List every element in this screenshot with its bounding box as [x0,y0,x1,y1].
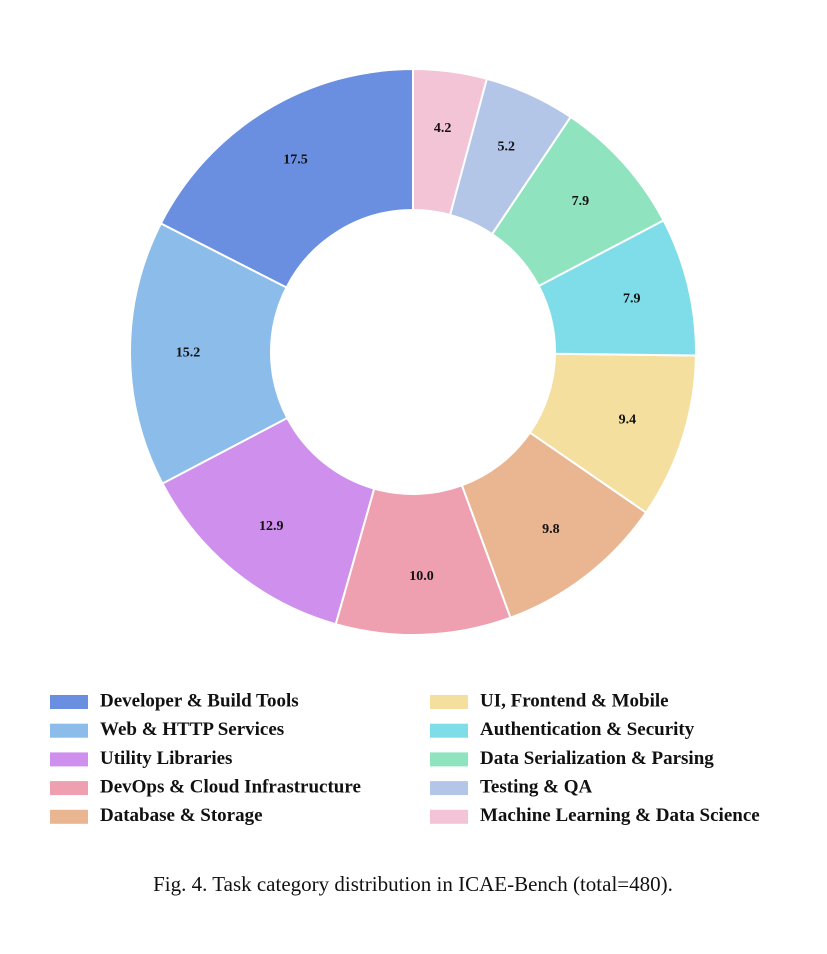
legend-label: Authentication & Security [480,719,695,740]
legend-swatch [50,695,88,709]
legend-swatch [50,781,88,796]
value-label: 9.4 [619,412,637,427]
value-label: 10.0 [409,569,434,584]
slice [412,67,489,217]
slice [159,67,414,289]
legend-label: Utility Libraries [100,748,232,769]
value-label: 9.8 [542,522,560,537]
legend-swatch [430,695,468,709]
legend-label: Data Serialization & Parsing [480,748,714,769]
slice [161,416,376,626]
value-label: 17.5 [283,152,308,167]
legend-label: Testing & QA [480,776,593,797]
legend-label: Developer & Build Tools [100,690,299,711]
legend-swatch [430,752,468,767]
value-label: 5.2 [497,139,515,154]
legend-label: DevOps & Cloud Infrastructure [100,776,361,797]
legend-label: Web & HTTP Services [100,719,284,740]
legend-swatch [50,752,88,767]
legend-swatch [50,723,88,738]
value-label: 7.9 [572,194,590,209]
legend-label: Database & Storage [100,805,263,826]
legend-swatch [50,809,88,824]
slice [129,222,289,485]
legend-swatch [430,723,468,738]
value-label: 12.9 [259,519,284,534]
caption: Fig. 4. Task category distribution in IC… [153,872,673,896]
value-label: 4.2 [434,121,452,136]
value-label: 7.9 [623,292,641,307]
value-label: 15.2 [176,346,201,361]
legend-label: UI, Frontend & Mobile [480,690,669,711]
legend-swatch [430,809,468,824]
legend-label: Machine Learning & Data Science [480,805,760,826]
legend-swatch [430,781,468,796]
